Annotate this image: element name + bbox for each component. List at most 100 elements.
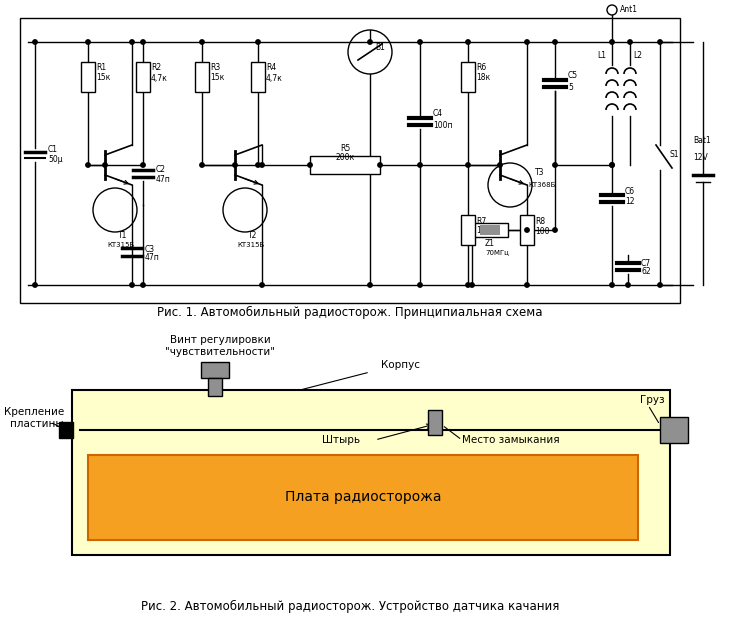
- Text: 12V: 12V: [693, 153, 708, 162]
- Circle shape: [86, 163, 90, 167]
- Text: Груз: Груз: [640, 395, 665, 405]
- Circle shape: [466, 283, 471, 287]
- Text: 47п: 47п: [145, 254, 160, 262]
- Text: R4: R4: [266, 64, 276, 73]
- Text: 4,7к: 4,7к: [151, 73, 168, 83]
- Circle shape: [418, 163, 422, 167]
- Text: C7: C7: [641, 259, 651, 268]
- Bar: [520, 215, 534, 245]
- Text: L2: L2: [633, 51, 642, 60]
- Text: 100п: 100п: [433, 122, 453, 131]
- Circle shape: [553, 228, 557, 232]
- Text: 15к: 15к: [96, 73, 110, 83]
- Bar: [201, 362, 229, 378]
- Text: C2: C2: [156, 165, 166, 175]
- Bar: [310, 156, 380, 174]
- Circle shape: [658, 40, 662, 44]
- Text: Рис. 1. Автомобильный радиосторож. Принципиальная схема: Рис. 1. Автомобильный радиосторож. Принц…: [157, 305, 542, 319]
- Text: 62: 62: [641, 268, 651, 276]
- Text: Штырь: Штырь: [322, 435, 360, 445]
- Bar: [461, 62, 475, 92]
- Circle shape: [33, 283, 37, 287]
- Circle shape: [130, 283, 134, 287]
- Circle shape: [141, 40, 145, 44]
- Text: 5: 5: [568, 83, 573, 91]
- Text: T3: T3: [535, 168, 545, 177]
- Bar: [81, 62, 95, 92]
- Bar: [136, 62, 150, 92]
- Text: C6: C6: [625, 187, 635, 196]
- Text: R1: R1: [96, 64, 106, 73]
- Circle shape: [498, 163, 502, 167]
- Circle shape: [200, 163, 205, 167]
- Text: S1: S1: [670, 150, 679, 159]
- Circle shape: [610, 40, 614, 44]
- Text: Bat1: Bat1: [693, 136, 711, 145]
- Text: R5: R5: [340, 144, 350, 153]
- Text: 1,5к: 1,5к: [476, 227, 493, 235]
- Bar: [480, 225, 500, 235]
- Circle shape: [525, 228, 529, 232]
- Circle shape: [466, 40, 471, 44]
- Circle shape: [308, 163, 312, 167]
- Text: R3: R3: [210, 64, 220, 73]
- Circle shape: [418, 40, 422, 44]
- Text: C3: C3: [145, 244, 155, 254]
- Circle shape: [553, 40, 557, 44]
- Circle shape: [470, 283, 474, 287]
- Circle shape: [553, 163, 557, 167]
- Text: 100: 100: [535, 227, 550, 235]
- Bar: [251, 62, 265, 92]
- Circle shape: [200, 40, 205, 44]
- Bar: [208, 378, 222, 396]
- Text: 70МГц: 70МГц: [485, 249, 509, 255]
- Bar: [20, 18, 680, 303]
- Text: Крепление
пластины: Крепление пластины: [4, 407, 64, 429]
- Text: Рис. 2. Автомобильный радиосторож. Устройство датчика качания: Рис. 2. Автомобильный радиосторож. Устро…: [141, 599, 559, 613]
- Circle shape: [130, 40, 134, 44]
- Circle shape: [103, 163, 107, 167]
- Circle shape: [626, 283, 630, 287]
- Text: Z1: Z1: [485, 240, 495, 249]
- Circle shape: [141, 283, 145, 287]
- Text: 47п: 47п: [156, 175, 171, 184]
- Bar: [59, 422, 73, 438]
- Text: Плата радиосторожа: Плата радиосторожа: [285, 490, 441, 505]
- Circle shape: [378, 163, 382, 167]
- Circle shape: [233, 163, 237, 167]
- Text: B1: B1: [375, 43, 385, 52]
- Text: R6: R6: [476, 64, 486, 73]
- Circle shape: [525, 40, 529, 44]
- Text: 4,7к: 4,7к: [266, 73, 283, 83]
- Circle shape: [86, 40, 90, 44]
- Bar: [472, 223, 508, 237]
- Circle shape: [610, 283, 614, 287]
- Text: Ant1: Ant1: [620, 6, 638, 15]
- Circle shape: [368, 40, 372, 44]
- Circle shape: [256, 163, 260, 167]
- Text: 12: 12: [625, 198, 634, 206]
- Text: Корпус: Корпус: [380, 360, 419, 370]
- Bar: [428, 410, 442, 435]
- Circle shape: [525, 283, 529, 287]
- Circle shape: [466, 163, 471, 167]
- Circle shape: [368, 283, 372, 287]
- Text: C1: C1: [48, 146, 58, 155]
- Circle shape: [610, 163, 614, 167]
- Text: L1: L1: [597, 51, 606, 60]
- Circle shape: [260, 283, 265, 287]
- Text: 15к: 15к: [210, 73, 225, 83]
- Bar: [195, 62, 209, 92]
- Text: C5: C5: [568, 71, 578, 81]
- Circle shape: [418, 283, 422, 287]
- Text: T1: T1: [118, 231, 127, 240]
- Bar: [72, 390, 670, 555]
- Circle shape: [141, 163, 145, 167]
- Circle shape: [260, 163, 265, 167]
- Text: R2: R2: [151, 64, 161, 73]
- Text: 50µ: 50µ: [48, 155, 63, 165]
- Text: C4: C4: [433, 110, 443, 119]
- Text: Место замыкания: Место замыкания: [462, 435, 559, 445]
- Text: 200к: 200к: [336, 153, 355, 162]
- Bar: [88, 455, 638, 540]
